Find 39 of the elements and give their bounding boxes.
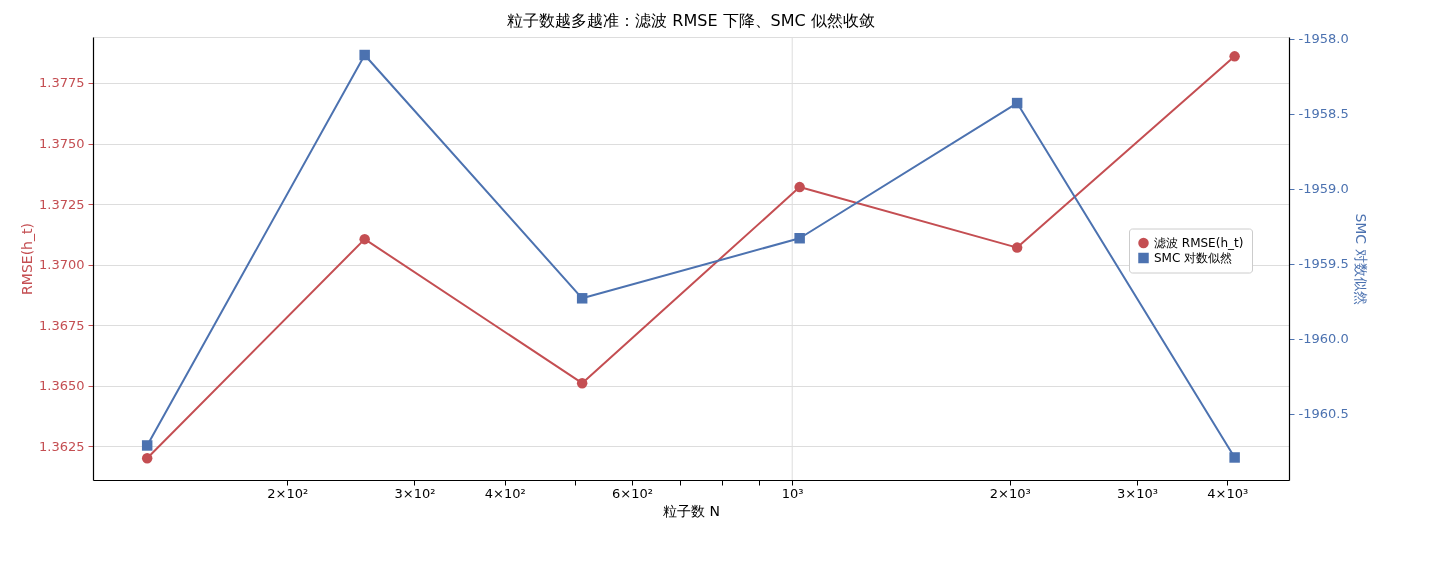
y2-axis-title: SMC 对数似然 xyxy=(1352,213,1369,305)
point xyxy=(1229,452,1240,463)
legend-label: SMC 对数似然 xyxy=(1154,251,1233,265)
y2-tick-label: -1959.5 xyxy=(1298,256,1349,272)
y2-tick-label: -1958.5 xyxy=(1298,106,1349,122)
x-tick-label: 4×10³ xyxy=(1207,485,1249,501)
legend-label: 滤波 RMSE(h_t) xyxy=(1154,236,1244,250)
point xyxy=(1229,51,1240,62)
y2-tick-label: -1960.5 xyxy=(1298,406,1349,422)
y2-tick-label: -1960.0 xyxy=(1298,331,1349,347)
y-tick-label: 1.3625 xyxy=(39,438,85,454)
y-tick-label: 1.3775 xyxy=(39,75,85,91)
x-tick-label: 3×10³ xyxy=(1116,485,1158,501)
x-tick-label: 3×10² xyxy=(394,485,436,501)
y-tick-label: 1.3750 xyxy=(39,136,85,152)
y2-tick-label: -1958.0 xyxy=(1298,31,1349,46)
x-tick-label: 10³ xyxy=(781,485,804,501)
point xyxy=(794,181,805,193)
point xyxy=(576,377,588,389)
x-tick-label: 4×10² xyxy=(484,485,526,501)
point xyxy=(141,440,153,451)
y-tick-label: 1.3650 xyxy=(39,378,85,394)
x-axis-title: 粒子数 N xyxy=(663,502,720,519)
point xyxy=(1011,97,1023,109)
point xyxy=(359,49,370,61)
x-tick-label: 2×10² xyxy=(267,485,309,501)
chart-title: 粒子数越多越准：滤波 RMSE 下降、SMC 似然收敛 xyxy=(507,10,875,30)
y2-tick-label: -1959.0 xyxy=(1298,181,1349,197)
point xyxy=(576,293,588,304)
y-axis-title: RMSE(h_t) xyxy=(19,223,36,295)
point xyxy=(141,452,153,464)
point xyxy=(794,232,805,244)
point xyxy=(1011,242,1023,253)
x-tick-label: 2×10³ xyxy=(989,485,1031,501)
y-tick-label: 1.3675 xyxy=(39,317,85,333)
y-tick-label: 1.3725 xyxy=(39,196,85,212)
x-tick-label: 6×10² xyxy=(611,485,653,501)
y-tick-label: 1.3700 xyxy=(39,257,85,273)
point xyxy=(359,233,370,245)
